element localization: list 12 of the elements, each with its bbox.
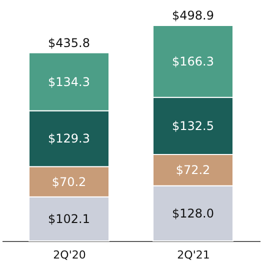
data-label: $72.2: [176, 163, 210, 178]
data-label: $129.3: [48, 132, 90, 146]
data-label: $70.2: [52, 174, 86, 189]
x-tick-label: 2Q'20: [53, 248, 86, 262]
data-label: $166.3: [172, 54, 214, 68]
data-label: $134.3: [48, 74, 90, 89]
x-tick-label: 2Q'21: [177, 248, 210, 262]
data-label: $102.1: [48, 212, 90, 226]
data-label: $132.5: [172, 118, 214, 133]
data-label: $128.0: [172, 206, 214, 220]
total-label: $435.8: [48, 36, 90, 50]
total-label: $498.9: [172, 8, 214, 23]
